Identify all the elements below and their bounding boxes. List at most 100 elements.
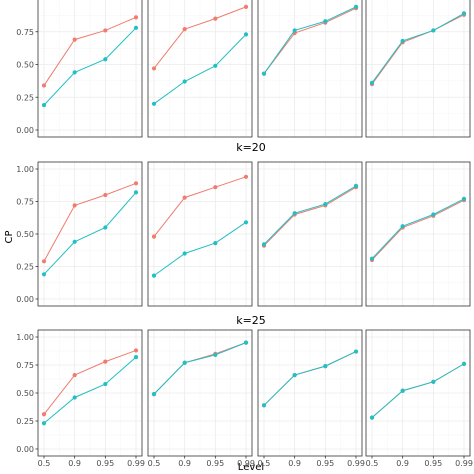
- facet-panel: [365, 161, 471, 307]
- panel-border: [37, 329, 143, 457]
- series-line-cyan: [43, 192, 137, 275]
- data-point-cyan: [261, 403, 267, 408]
- data-point-cyan: [72, 70, 77, 75]
- data-point-cyan: [353, 183, 359, 188]
- facet-panel: [37, 161, 143, 307]
- series-line-cyan: [263, 351, 357, 406]
- data-point-red: [103, 359, 108, 364]
- data-point-cyan: [151, 392, 157, 397]
- y-tick-label: 0.50: [16, 389, 34, 398]
- data-point-cyan: [369, 415, 375, 420]
- data-point-cyan: [353, 349, 359, 354]
- data-point-cyan: [431, 212, 436, 217]
- series-line-red: [153, 176, 247, 237]
- x-tick-label: 0.5: [38, 459, 51, 468]
- data-point-cyan: [323, 19, 328, 24]
- data-point-cyan: [431, 379, 436, 384]
- data-point-cyan: [103, 57, 108, 62]
- data-point-red: [41, 412, 47, 417]
- x-tick-label: 0.99: [347, 459, 365, 468]
- data-point-cyan: [41, 421, 47, 426]
- data-point-cyan: [369, 80, 375, 85]
- panel-border: [365, 329, 471, 457]
- y-tick-label: 0.75: [16, 198, 34, 207]
- x-axis-title: Level: [238, 462, 264, 473]
- data-point-cyan: [72, 239, 77, 244]
- x-tick-label: 0.95: [96, 459, 114, 468]
- data-point-red: [133, 15, 139, 20]
- y-tick-label: 1.00: [16, 333, 34, 342]
- series-line-cyan: [153, 34, 247, 105]
- facet-panel: [365, 329, 471, 457]
- facet-panel: [257, 329, 363, 457]
- y-tick-label: 0.00: [16, 295, 34, 304]
- data-point-cyan: [400, 388, 405, 393]
- data-point-cyan: [182, 360, 187, 365]
- data-point-cyan: [133, 25, 139, 30]
- panel-border: [365, 0, 471, 138]
- y-tick-label: 0.25: [16, 417, 34, 426]
- y-tick-label: 0.75: [16, 361, 34, 370]
- facet-panel: [257, 161, 363, 307]
- x-tick-label: 0.95: [424, 459, 442, 468]
- facet-panel: GN(0,1,1) & GN(0,1,2): [37, 0, 143, 138]
- y-tick-label: 1.00: [16, 165, 34, 174]
- data-point-cyan: [151, 101, 157, 106]
- data-point-cyan: [323, 364, 328, 369]
- data-point-cyan: [292, 372, 297, 378]
- data-point-cyan: [41, 272, 47, 277]
- series-line-red: [371, 14, 465, 85]
- series-line-red: [43, 16, 137, 86]
- data-point-cyan: [213, 63, 218, 68]
- x-tick-label: 0.95: [206, 459, 224, 468]
- data-point-cyan: [261, 71, 267, 76]
- data-point-cyan: [353, 4, 359, 9]
- data-point-red: [151, 234, 157, 239]
- facet-panel: GN(0,1,1) & GN(1.5,2,5,3): [365, 0, 471, 138]
- x-tick-label: 0.99: [127, 459, 145, 468]
- data-point-cyan: [213, 352, 218, 358]
- data-point-cyan: [151, 273, 157, 278]
- data-point-cyan: [41, 103, 47, 108]
- x-tick-label: 0.9: [68, 459, 81, 468]
- x-tick-label: 0.99: [237, 459, 255, 468]
- series-line-cyan: [43, 356, 137, 424]
- series-line-red: [371, 199, 465, 261]
- data-point-red: [133, 181, 139, 186]
- x-tick-label: 0.5: [258, 459, 271, 468]
- y-tick-label: 0.00: [16, 445, 34, 454]
- data-point-cyan: [243, 32, 249, 37]
- series-line-cyan: [153, 342, 247, 395]
- x-tick-label: 0.9: [396, 459, 409, 468]
- panel-border: [37, 161, 143, 307]
- series-line-cyan: [371, 12, 465, 84]
- data-point-cyan: [400, 38, 405, 44]
- y-tick-label: 0.75: [16, 28, 34, 37]
- series-line-cyan: [371, 198, 465, 260]
- y-axis-title: CP: [4, 230, 15, 243]
- series-line-cyan: [263, 6, 357, 74]
- data-point-red: [103, 28, 108, 33]
- data-point-cyan: [103, 381, 108, 387]
- data-point-red: [151, 66, 157, 71]
- data-point-cyan: [182, 79, 187, 84]
- data-point-cyan: [461, 11, 467, 16]
- data-point-red: [182, 195, 187, 200]
- series-line-cyan: [153, 221, 247, 277]
- data-point-cyan: [213, 241, 218, 246]
- y-tick-label: 0.25: [16, 93, 34, 102]
- data-point-cyan: [292, 28, 297, 33]
- data-point-red: [133, 348, 139, 353]
- x-tick-label: 0.5: [148, 459, 161, 468]
- data-point-cyan: [72, 395, 77, 400]
- series-line-cyan: [263, 185, 357, 245]
- y-tick-label: 0.25: [16, 263, 34, 272]
- data-point-cyan: [243, 220, 249, 225]
- data-point-red: [182, 27, 187, 32]
- data-point-cyan: [461, 361, 467, 366]
- data-point-red: [213, 185, 218, 190]
- row-title: k=25: [236, 314, 266, 327]
- y-tick-label: 0.50: [16, 230, 34, 239]
- facet-panel: GN(0,1,1) & GN(0.5,1.5,2): [147, 0, 253, 138]
- data-point-cyan: [369, 256, 375, 261]
